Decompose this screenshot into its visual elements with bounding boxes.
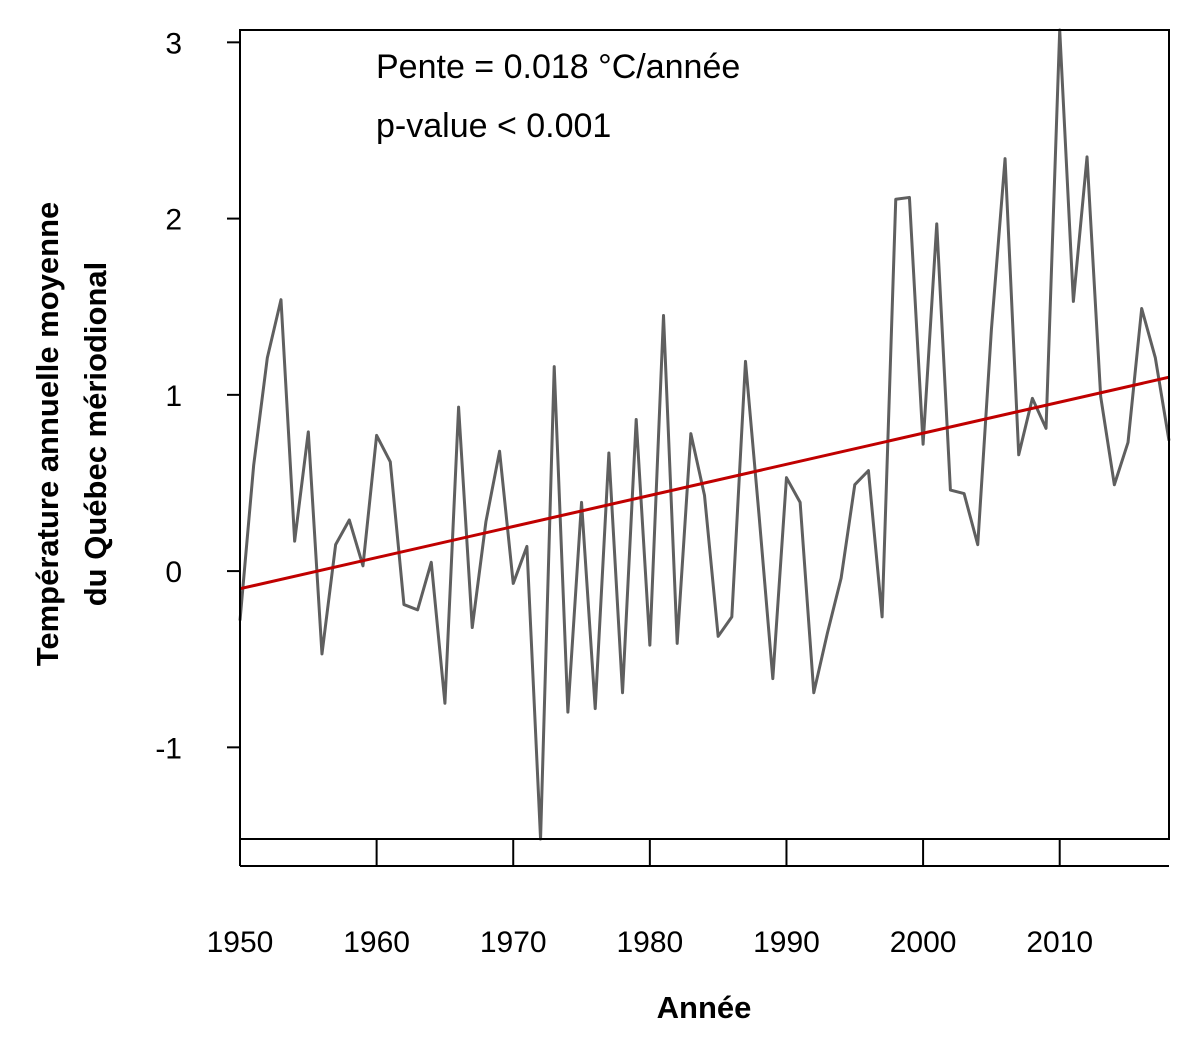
x-tick-label: 1990 bbox=[753, 926, 820, 959]
x-tick-label: 1960 bbox=[343, 926, 410, 959]
plot-frame bbox=[239, 29, 1170, 840]
x-axis: 1950 1960 1970 1980 1990 2000 2010 bbox=[207, 838, 1169, 959]
x-tick-label: 2010 bbox=[1026, 926, 1093, 959]
x-tick-label: 2000 bbox=[890, 926, 957, 959]
x-tick-label: 1950 bbox=[207, 926, 274, 959]
y-tick-label: 0 bbox=[165, 556, 182, 589]
data-layer bbox=[238, 28, 1171, 841]
slope-annotation: Pente = 0.018 °C/année bbox=[376, 48, 740, 86]
y-tick-label: -1 bbox=[155, 732, 182, 765]
x-axis-title: Année bbox=[657, 990, 752, 1025]
y-axis-title-line-2: du Québec mériodional bbox=[78, 262, 113, 607]
y-axis: -1 0 1 2 3 bbox=[155, 27, 241, 765]
temperature-series-line bbox=[238, 28, 1171, 841]
x-tick-label: 1980 bbox=[616, 926, 683, 959]
y-axis-title-line-1: Température annuelle moyenne bbox=[30, 202, 65, 667]
trend-line bbox=[239, 375, 1170, 591]
y-tick-label: 2 bbox=[165, 204, 182, 237]
p-value-annotation: p-value < 0.001 bbox=[376, 107, 611, 145]
y-tick-label: 3 bbox=[165, 27, 182, 60]
y-tick-label: 1 bbox=[165, 380, 182, 413]
x-tick-label: 1970 bbox=[480, 926, 547, 959]
